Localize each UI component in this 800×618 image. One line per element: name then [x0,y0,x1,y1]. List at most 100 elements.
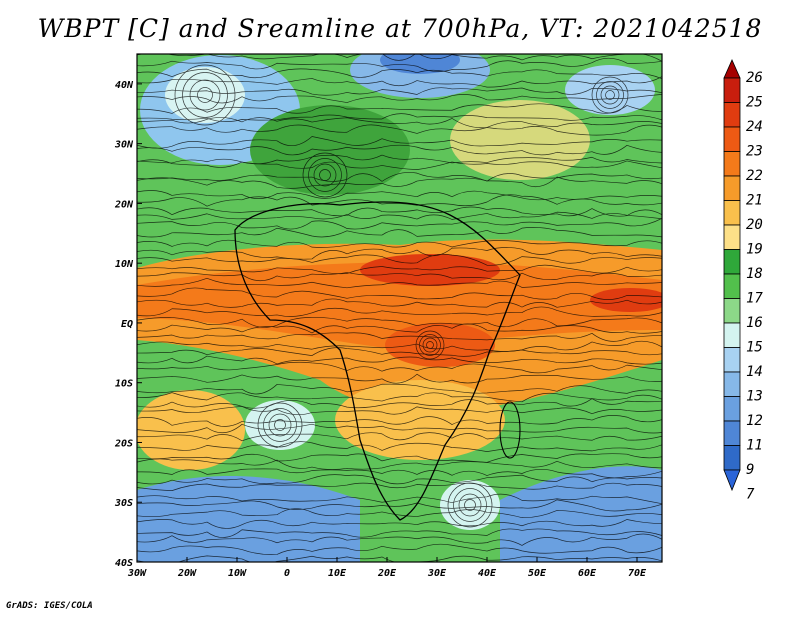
warm-region-south-atlantic [137,390,245,470]
streamline [137,332,662,342]
hot-spot-indian-ocean [590,288,662,312]
streamline [137,136,662,149]
streamline [137,144,662,156]
lon-label: 10W [228,568,247,579]
vortex-ring [458,493,482,517]
colorbar-label: 16 [746,315,763,331]
vortex-ring [453,488,487,522]
lat-label: 30N [114,140,134,151]
streamline [137,543,662,555]
streamline [137,383,662,395]
colorbar-bottom-arrow [723,469,741,492]
streamline [137,508,662,519]
vortex-ring [197,87,213,103]
lat-label: 10N [115,259,134,270]
colorbar-label: 20 [746,217,763,233]
vortex-ring [464,499,476,511]
streamline [137,317,662,328]
vortex-ring [447,482,493,528]
colorbar-segment [723,102,741,128]
streamline [137,247,662,260]
colorbar-label: 18 [746,266,763,282]
streamline [137,519,662,529]
vortex-ring [319,169,331,181]
lon-label: 50E [528,568,547,579]
streamline [137,415,662,427]
colorbar-label: 13 [746,389,763,405]
streamline [137,57,662,72]
cool-patch-south-atlantic [245,400,315,450]
streamline [137,373,662,384]
streamline [137,441,662,452]
lat-label: 10S [115,379,133,390]
lon-label: 0 [284,568,290,579]
streamline [137,176,662,189]
vortex-ring [182,72,228,118]
latitude-labels: 40N 30N 20N 10N EQ 10S 20S 30S 40S [114,80,142,569]
colorbar-segment [723,371,741,397]
lon-label: 60E [578,568,597,579]
streamline [137,392,662,403]
streamline [137,423,662,434]
streamline [137,340,662,352]
streamline [137,458,662,470]
streamline [137,117,662,129]
streamline [137,87,662,96]
colorbar-label: 22 [746,168,763,184]
colorbar-label: 15 [746,340,763,356]
streamline [137,190,662,201]
vortex-ring [419,334,441,356]
colorbar-label: 17 [746,291,763,307]
vortex-ring [257,402,303,448]
vortex-ring [313,163,337,187]
streamline [137,306,662,317]
vortex-ring [302,152,348,198]
madagascar-coastline [499,401,521,459]
cool-region-northeast [565,65,655,115]
lon-label: 30W [127,568,147,579]
vortex-ring [591,76,629,114]
colorbar-segment [723,151,741,177]
colorbar-label: 9 [746,462,754,478]
colorbar-segment [723,200,741,226]
vortex-ring [263,408,297,442]
streamline [137,474,662,485]
lat-label: 20N [114,199,134,210]
footer-credit: GrADS: IGES/COLA [6,601,93,611]
cool-region-northwest-core [165,67,245,123]
colorbar-segment [723,445,741,471]
colorbar-segment [723,420,741,446]
streamline [137,323,662,334]
streamlines [137,54,662,562]
streamline [137,533,662,546]
streamline [137,154,662,165]
streamline [137,482,662,491]
colorbar-label: 12 [746,413,763,429]
hot-spot-congo [385,323,495,367]
chart-title: WBPT [C] and Sreamline at 700hPa, VT: 20… [37,14,763,43]
streamline [137,528,662,538]
vortex-ring [415,330,445,360]
streamline [137,211,662,220]
streamline [137,264,662,275]
warm-patch-arabia [450,100,590,180]
lon-label: 10E [328,568,347,579]
streamline [137,124,662,136]
vortex-ring [605,90,615,100]
colorbar: 26 25 24 23 22 21 20 19 18 17 16 15 14 13 12 11 9 7 [723,59,763,503]
colorbar-label: 21 [746,193,763,209]
lon-label: 40E [478,568,497,579]
colorbar-segment [723,396,741,422]
colorbar-label: 23 [746,144,763,160]
vortex-ring [274,419,286,431]
streamline [137,277,662,289]
streamline [137,76,662,88]
streamline [137,103,662,114]
colorbar-segment [723,273,741,299]
streamline [137,239,662,248]
colorbar-segment [723,249,741,275]
streamline [137,398,662,409]
vortex-ring [189,79,221,111]
vortex-ring [600,85,620,105]
